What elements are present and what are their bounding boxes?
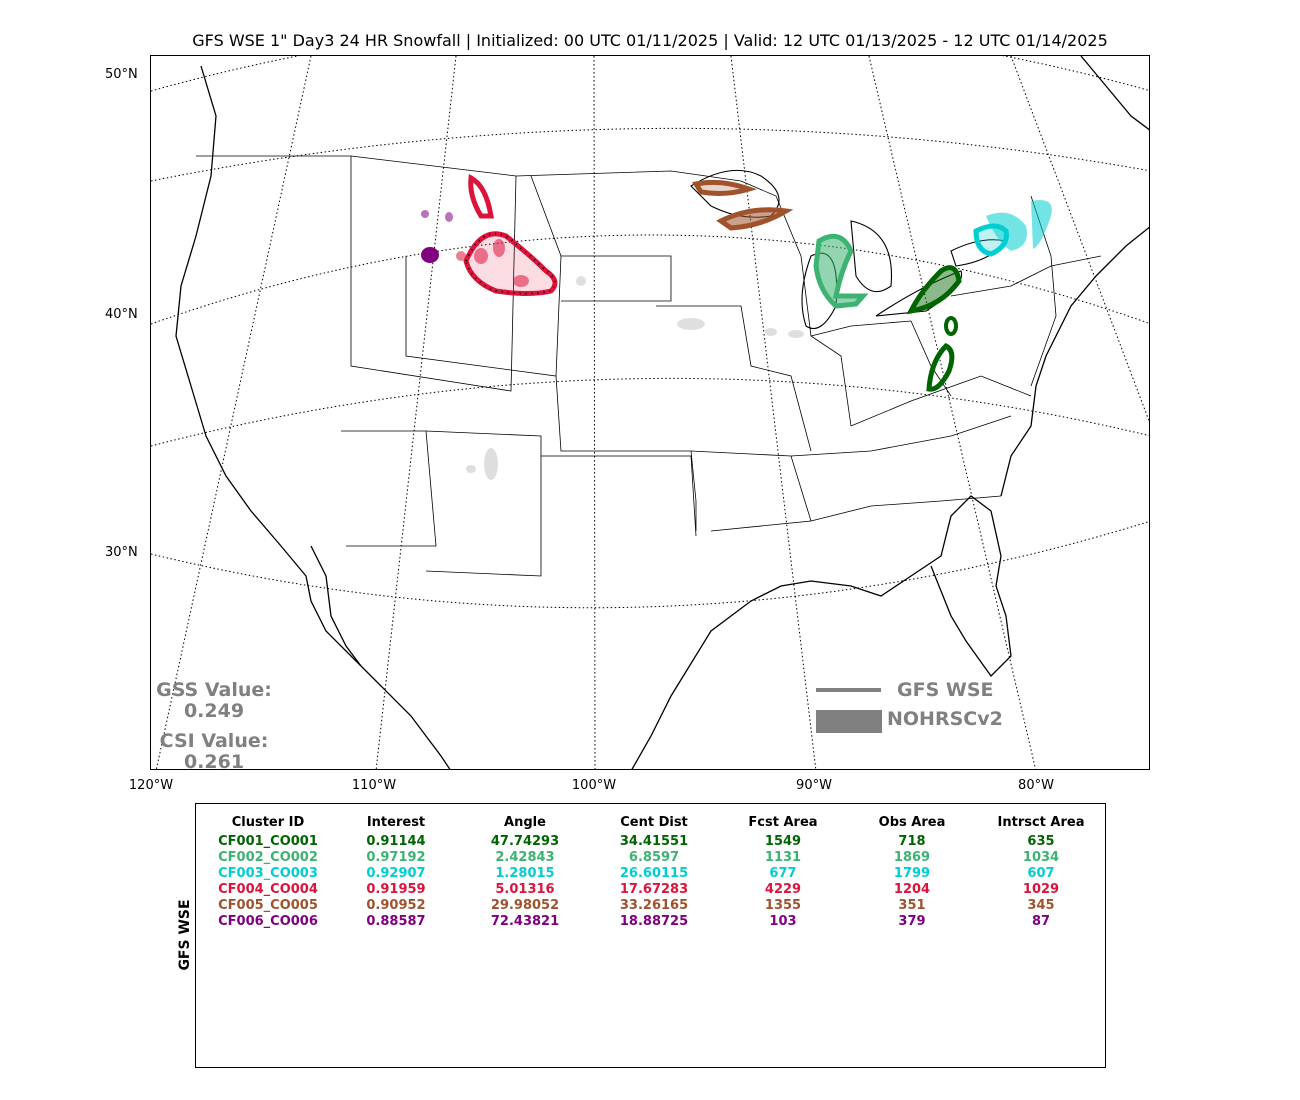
meridian-120w: [155, 56, 312, 769]
parallel-35n: [151, 377, 1149, 447]
table-cell: 1204: [893, 882, 931, 897]
gss-label: GSS Value:: [156, 679, 272, 701]
table-cell: 29.98052: [490, 898, 560, 913]
table-cell: 1799: [893, 866, 931, 881]
legend-observed-swatch: [816, 710, 882, 733]
table-cell: 1.28015: [495, 866, 555, 881]
lat-label-40n: 40°N: [105, 307, 138, 322]
table-cell: 1131: [764, 850, 802, 865]
graticule: [151, 56, 1149, 769]
table-cell: 0.92907: [366, 866, 426, 881]
table-cell: 0.88587: [366, 914, 426, 929]
csi-label: CSI Value:: [159, 730, 269, 752]
table-side-label: GFS WSE: [177, 899, 193, 971]
table-cell: CF002_CO002: [218, 850, 318, 865]
lake-huron: [850, 220, 893, 293]
table-cell: 18.88725: [619, 914, 689, 929]
table-cell: 379: [898, 914, 926, 929]
legend-forecast-label: GFS WSE: [897, 679, 994, 701]
table-cell: 26.60115: [619, 866, 689, 881]
lon-label-110w: 110°W: [351, 778, 397, 793]
meridian-110w: [375, 56, 457, 769]
table-cell: CF006_CO006: [218, 914, 318, 929]
table-cell: CF003_CO003: [218, 866, 318, 881]
map-title: GFS WSE 1" Day3 24 HR Snowfall | Initial…: [192, 31, 1108, 50]
csi-value: 0.261: [183, 751, 245, 773]
csi-score: CSI Value: 0.261: [150, 731, 278, 773]
cluster-cf006-co006: [421, 210, 453, 263]
parallel-30n: [151, 521, 1149, 609]
cluster-cf004-co004: [456, 174, 558, 296]
table-header-3: Cent Dist: [620, 815, 688, 830]
table-cell: 607: [1027, 866, 1055, 881]
parallel-40n: [151, 234, 1149, 325]
table-cell: 33.26165: [619, 898, 689, 913]
lon-label-100w: 100°W: [571, 778, 617, 793]
gss-value: 0.249: [183, 700, 245, 722]
table-cell: 351: [898, 898, 926, 913]
table-cell: 5.01316: [495, 882, 555, 897]
coastlines: [175, 56, 1149, 769]
gss-score: GSS Value: 0.249: [150, 680, 278, 722]
table-header-6: Intrsct Area: [997, 815, 1085, 830]
table-header-2: Angle: [504, 815, 546, 830]
meridian-70w: [1010, 56, 1149, 423]
table-cell: 0.90952: [366, 898, 426, 913]
table-cell: 0.91959: [366, 882, 426, 897]
table-cell: CF001_CO001: [218, 834, 318, 849]
cluster-cf002-co002: [813, 233, 869, 309]
table-cell: 1355: [764, 898, 802, 913]
meridian-100w: [593, 56, 596, 769]
table-header-4: Fcst Area: [748, 815, 818, 830]
conus-map: [151, 56, 1149, 769]
table-cell: 47.74293: [490, 834, 560, 849]
table-header-0: Cluster ID: [231, 815, 305, 830]
table-cell: 1549: [764, 834, 802, 849]
table-header-5: Obs Area: [878, 815, 946, 830]
table-cell: 87: [1031, 914, 1051, 929]
lon-label-120w: 120°W: [128, 778, 174, 793]
lat-label-50n: 50°N: [105, 67, 138, 82]
table-cell: 2.42843: [495, 850, 555, 865]
stats-table: [195, 803, 1106, 1068]
table-cell: CF005_CO005: [218, 898, 318, 913]
cluster-cf003-co003: [973, 200, 1052, 257]
table-cell: 0.91144: [366, 834, 426, 849]
parallel-45n: [151, 127, 1149, 182]
lon-label-90w: 90°W: [796, 778, 832, 793]
table-cell: 72.43821: [490, 914, 560, 929]
table-cell: 1029: [1022, 882, 1060, 897]
table-cell: 6.8597: [628, 850, 680, 865]
table-cell: CF004_CO004: [218, 882, 318, 897]
observed-unmatched: [466, 276, 804, 480]
table-cell: 4229: [764, 882, 802, 897]
lon-label-80w: 80°W: [1018, 778, 1054, 793]
meridian-80w: [868, 56, 1037, 769]
table-cell: 718: [898, 834, 926, 849]
map-frame: [150, 55, 1150, 770]
lat-label-30n: 30°N: [105, 545, 138, 560]
table-cell: 34.41551: [619, 834, 689, 849]
table-cell: 1034: [1022, 850, 1060, 865]
table-cell: 677: [769, 866, 797, 881]
table-cell: 0.97192: [366, 850, 426, 865]
parallel-50n: [151, 56, 1149, 92]
cluster-cf005-co005: [691, 179, 794, 231]
table-header-1: Interest: [366, 815, 426, 830]
table-cell: 1869: [893, 850, 931, 865]
table-cell: 345: [1027, 898, 1055, 913]
table-cell: 17.67283: [619, 882, 689, 897]
state-borders: [196, 155, 1102, 577]
meridian-90w: [730, 56, 817, 769]
legend-observed-label: NOHRSCv2: [887, 708, 1003, 730]
table-cell: 635: [1027, 834, 1055, 849]
cluster-cf001-co001: [906, 265, 962, 392]
table-cell: 103: [769, 914, 797, 929]
